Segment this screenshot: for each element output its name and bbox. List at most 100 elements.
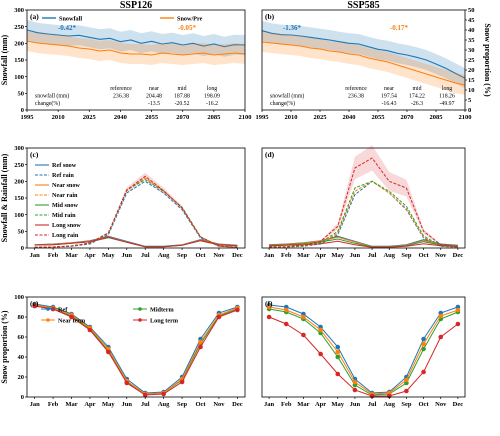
panel-label: (d) <box>265 150 275 159</box>
panel-label: (f) <box>265 299 273 308</box>
y-axis-label: Snowfall (mm) <box>0 34 9 85</box>
y2-tick-label: 10 <box>468 87 475 94</box>
table-cell: 197.54 <box>381 94 397 100</box>
y2-tick-label: 5 <box>468 97 472 104</box>
x-tick-label: Jan <box>30 401 41 408</box>
uncertainty-band <box>269 145 458 248</box>
table-cell: 174.22 <box>409 94 425 100</box>
table-row-label: change(%) <box>35 100 60 107</box>
table-cell: -16.2 <box>206 101 218 107</box>
x-tick-label: May <box>102 252 115 259</box>
series-line <box>269 240 458 248</box>
y-tick-label: 0 <box>21 107 24 114</box>
x-tick-label: 2040 <box>343 114 356 121</box>
table-cell: -16.43 <box>382 101 397 107</box>
x-tick-label: Aug <box>158 252 170 259</box>
table-cell: -20.52 <box>175 101 190 107</box>
data-point <box>161 391 166 397</box>
data-point <box>455 307 461 313</box>
x-tick-label: Aug <box>158 401 170 408</box>
x-tick-label: Jan <box>264 252 275 259</box>
legend-label: Long term <box>150 317 179 324</box>
x-tick-label: Nov <box>213 252 225 259</box>
series-line <box>34 305 238 396</box>
table-cell: 187.88 <box>174 94 190 100</box>
series-line <box>269 238 458 248</box>
x-tick-label: Nov <box>213 401 225 408</box>
data-point <box>335 349 341 355</box>
legend-label: Mid rain <box>52 212 76 219</box>
legend-label: Near term <box>58 317 86 324</box>
series-line <box>269 308 459 396</box>
legend-label: Long snow <box>52 222 81 229</box>
x-tick-label: Jul <box>141 252 150 259</box>
y-tick-label: 200 <box>14 41 24 48</box>
table-header: near <box>384 86 394 92</box>
y-tick-label: 20 <box>18 374 25 381</box>
uncertainty-band <box>27 31 245 65</box>
series-line <box>269 180 458 248</box>
x-tick-label: Aug <box>383 252 395 259</box>
x-tick-label: 2025 <box>314 114 328 121</box>
series-line <box>261 41 466 86</box>
data-point <box>335 354 341 360</box>
table-row-label: change(%) <box>270 100 295 107</box>
data-point <box>421 341 426 347</box>
trend-value: -0.17* <box>390 24 409 32</box>
data-point <box>198 344 203 350</box>
y-axis-label: Snowfall & Rainfall (mm) <box>0 153 9 242</box>
series-line <box>34 304 238 395</box>
table-header: long <box>442 86 452 92</box>
data-point <box>301 332 306 338</box>
uncertainty-band <box>27 20 245 57</box>
x-tick-label: 1995 <box>21 114 35 121</box>
data-point <box>32 303 37 309</box>
data-point <box>404 388 409 394</box>
table-header: reference <box>110 85 132 92</box>
series-line <box>269 304 459 394</box>
data-point <box>283 321 289 327</box>
data-point <box>352 387 358 393</box>
data-point <box>318 351 323 357</box>
legend-label: Ref snow <box>52 162 77 169</box>
data-point <box>179 379 185 385</box>
table-cell: 236.38 <box>348 94 364 100</box>
x-tick-label: 2100 <box>239 114 252 121</box>
y-tick-label: 50 <box>18 229 25 236</box>
table-header: mid <box>177 86 186 92</box>
y-tick-label: 0 <box>21 245 24 252</box>
data-point <box>266 304 272 310</box>
y2-tick-label: 40 <box>468 27 475 34</box>
trend-value: -0.05* <box>178 24 197 32</box>
plot-frame <box>261 147 466 249</box>
y-tick-label: 50 <box>18 91 25 98</box>
y2-tick-label: 20 <box>468 67 475 74</box>
legend-label: Ref rain <box>52 172 74 179</box>
table-cell: 236.38 <box>113 94 129 100</box>
panel-title: SSP126 <box>120 0 152 11</box>
data-point <box>438 313 444 319</box>
y-tick-label: 200 <box>14 179 24 186</box>
y-tick-label: 100 <box>14 74 24 81</box>
panel-title: SSP585 <box>347 0 379 11</box>
x-tick-label: 2070 <box>401 114 414 121</box>
x-tick-label: 2025 <box>83 114 97 121</box>
x-tick-label: 2010 <box>285 114 298 121</box>
data-point <box>335 344 341 350</box>
x-tick-label: Dec <box>232 401 243 408</box>
data-point <box>352 379 358 385</box>
legend-label: Ref <box>58 306 68 313</box>
plot-frame <box>261 296 466 398</box>
x-tick-label: Jul <box>368 401 377 408</box>
y-tick-label: 250 <box>14 24 24 31</box>
x-tick-label: Oct <box>419 401 430 408</box>
series-line <box>269 306 459 395</box>
y2-tick-label: 25 <box>468 57 475 64</box>
series-line <box>26 40 246 56</box>
y-tick-label: 150 <box>14 57 24 64</box>
x-tick-label: Dec <box>232 252 243 259</box>
y2-axis-label: Snow proportion (%) <box>483 23 492 97</box>
legend-marker <box>138 307 142 311</box>
data-point <box>455 321 461 327</box>
